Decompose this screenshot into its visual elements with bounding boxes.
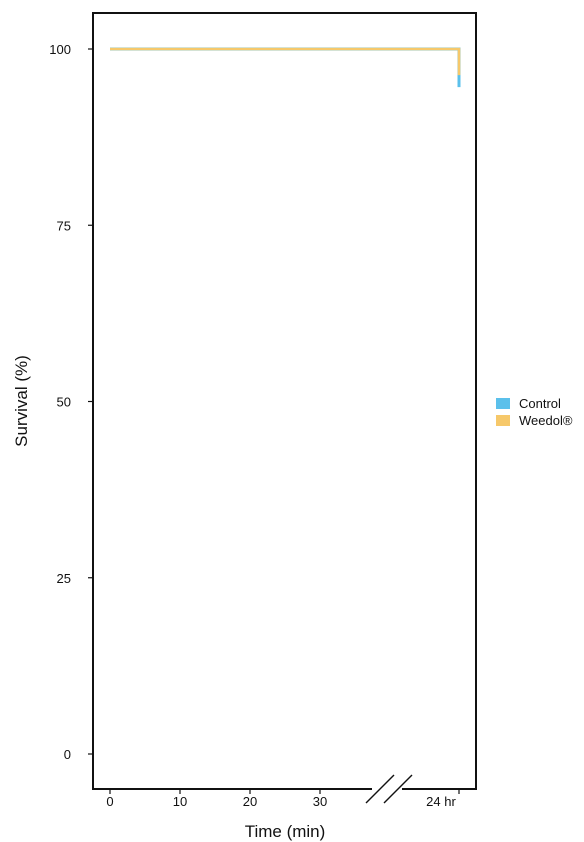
y-axis-title: Survival (%): [12, 355, 31, 447]
y-tick-label: 0: [64, 747, 71, 762]
x-axis-title: Time (min): [245, 822, 326, 841]
y-tick-label: 75: [57, 218, 71, 233]
series-line-1: [110, 47, 461, 76]
x-axis-ticks: 0 10 20 30 24 hr: [106, 789, 460, 809]
legend: Control Weedol®: [496, 396, 573, 428]
y-axis-ticks: 0 25 50 75 100: [49, 42, 93, 762]
legend-label: Control: [519, 396, 561, 411]
axis-break: [365, 774, 413, 804]
y-tick-label: 25: [57, 571, 71, 586]
legend-swatch: [496, 415, 510, 426]
x-tick-label: 24 hr: [426, 794, 456, 809]
x-tick-label: 20: [243, 794, 257, 809]
plot-frame: [92, 12, 477, 790]
legend-swatch: [496, 398, 510, 409]
axis-break-gap: [372, 785, 402, 793]
y-tick-label: 50: [57, 395, 71, 410]
legend-label: Weedol®: [519, 413, 573, 428]
axis-break-slash: [365, 774, 395, 804]
y-tick-label: 100: [49, 42, 71, 57]
axis-break-slash: [383, 774, 413, 804]
x-tick-label: 30: [313, 794, 327, 809]
x-tick-label: 10: [173, 794, 187, 809]
x-tick-label: 0: [106, 794, 113, 809]
series-layer: [110, 47, 461, 88]
series-line-0: [110, 47, 461, 88]
